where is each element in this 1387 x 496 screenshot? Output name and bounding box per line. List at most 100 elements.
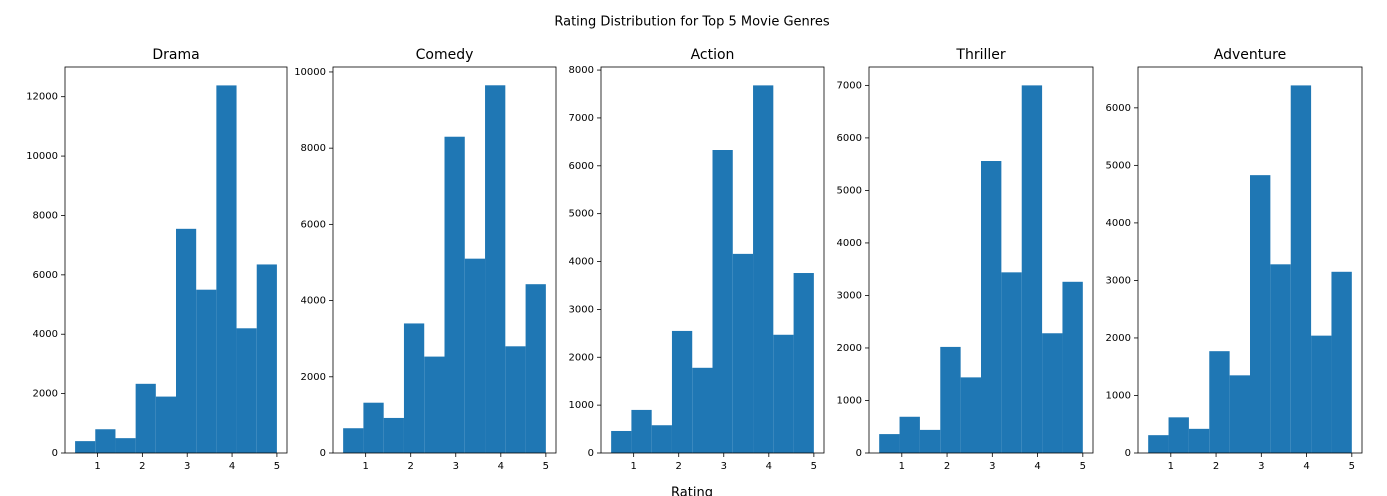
y-tick-label: 7000 <box>569 113 594 124</box>
histogram-bar <box>1062 281 1083 453</box>
x-tick-label: 2 <box>1213 461 1219 472</box>
x-tick-label: 4 <box>1034 461 1040 472</box>
x-tick-label: 1 <box>630 461 636 472</box>
y-tick-label: 2000 <box>1106 333 1131 344</box>
y-tick-label: 8000 <box>569 65 594 76</box>
histogram-bar <box>505 346 526 453</box>
histogram-bar <box>732 253 754 453</box>
y-tick-label: 5000 <box>1106 160 1131 171</box>
y-tick-label: 2000 <box>569 352 594 363</box>
axes-frame <box>600 66 825 454</box>
y-tick-label: 3000 <box>837 290 862 301</box>
x-tick-label: 4 <box>1303 461 1309 472</box>
y-tick-label: 3000 <box>569 304 594 315</box>
histogram-bar <box>95 429 116 453</box>
y-tick-label: 6000 <box>569 161 594 172</box>
y-tick-label: 6000 <box>301 219 326 230</box>
histogram-bar <box>176 228 197 453</box>
histogram-bar <box>960 377 981 453</box>
x-tick-label: 4 <box>766 461 772 472</box>
histogram-bar <box>1209 351 1230 453</box>
y-tick-label: 0 <box>52 448 58 459</box>
histogram-bar <box>753 85 774 453</box>
x-tick-label: 5 <box>543 461 549 472</box>
histogram-bar <box>793 273 814 453</box>
y-tick-label: 5000 <box>569 209 594 220</box>
histogram-bar <box>1229 375 1250 453</box>
histogram-bar <box>135 383 156 453</box>
y-tick-label: 4000 <box>837 238 862 249</box>
histogram-bar <box>115 438 136 453</box>
y-tick-label: 0 <box>856 448 862 459</box>
subplot-title: Adventure <box>1214 47 1286 63</box>
histogram-bar <box>403 323 425 453</box>
y-tick-label: 7000 <box>837 80 862 91</box>
histogram-bar <box>940 346 961 453</box>
histogram-bar <box>899 416 920 453</box>
x-tick-label: 5 <box>1349 461 1355 472</box>
histogram-bar <box>919 429 941 453</box>
y-tick-label: 12000 <box>26 92 58 103</box>
y-tick-label: 2000 <box>837 343 862 354</box>
histogram-bar <box>343 428 364 453</box>
subplot-title: Comedy <box>416 47 474 63</box>
y-tick-label: 8000 <box>301 143 326 154</box>
histogram-bar <box>196 289 217 453</box>
histogram-bar <box>773 334 794 453</box>
histogram-bar <box>236 328 257 453</box>
histogram-bar <box>611 430 632 453</box>
histogram-bar <box>363 402 384 453</box>
x-tick-label: 3 <box>184 461 190 472</box>
y-tick-label: 5000 <box>837 185 862 196</box>
histogram-bar <box>981 161 1002 454</box>
y-tick-label: 10000 <box>26 151 58 162</box>
x-tick-label: 2 <box>676 461 682 472</box>
x-tick-label: 2 <box>139 461 145 472</box>
y-tick-label: 1000 <box>569 400 594 411</box>
x-tick-label: 5 <box>274 461 280 472</box>
histogram-bar <box>485 85 506 454</box>
histogram-bar <box>1311 335 1332 453</box>
axes-frame <box>868 66 1094 454</box>
y-tick-label: 1000 <box>1106 390 1131 401</box>
x-tick-label: 1 <box>94 461 100 472</box>
x-axis-label: Rating <box>671 486 713 496</box>
y-tick-label: 6000 <box>837 133 862 144</box>
histogram-bar <box>1270 264 1291 453</box>
axes-frame <box>332 66 557 454</box>
histogram-bar <box>1021 85 1043 453</box>
histogram-bar <box>256 264 277 453</box>
histogram-bar <box>1331 271 1352 453</box>
x-tick-label: 3 <box>721 461 727 472</box>
y-tick-label: 1000 <box>837 395 862 406</box>
histogram-bar <box>879 434 900 453</box>
x-tick-label: 2 <box>408 461 414 472</box>
histogram-bar <box>444 136 465 453</box>
x-tick-label: 1 <box>1168 461 1174 472</box>
axes-frame <box>64 66 288 454</box>
y-tick-label: 0 <box>1125 448 1131 459</box>
histogram-bar <box>692 367 713 453</box>
y-tick-label: 10000 <box>294 67 326 78</box>
histogram-bar <box>216 85 237 453</box>
y-tick-label: 2000 <box>33 389 58 400</box>
x-tick-label: 2 <box>944 461 950 472</box>
subplot-title: Drama <box>152 47 199 63</box>
x-tick-label: 3 <box>453 461 459 472</box>
x-tick-label: 5 <box>1080 461 1086 472</box>
histogram-bar <box>631 409 652 453</box>
x-tick-label: 3 <box>1258 461 1264 472</box>
y-tick-label: 0 <box>320 448 326 459</box>
y-tick-label: 2000 <box>301 372 326 383</box>
histogram-bar <box>1290 85 1312 453</box>
histogram-bar <box>1250 175 1271 453</box>
y-tick-label: 4000 <box>301 296 326 307</box>
subplot-title: Thriller <box>955 47 1005 63</box>
y-tick-label: 0 <box>588 448 594 459</box>
x-tick-label: 4 <box>498 461 504 472</box>
histogram-bar <box>1168 417 1189 453</box>
histogram-bar <box>651 425 672 453</box>
x-tick-label: 3 <box>989 461 995 472</box>
histogram-bar <box>155 396 176 453</box>
